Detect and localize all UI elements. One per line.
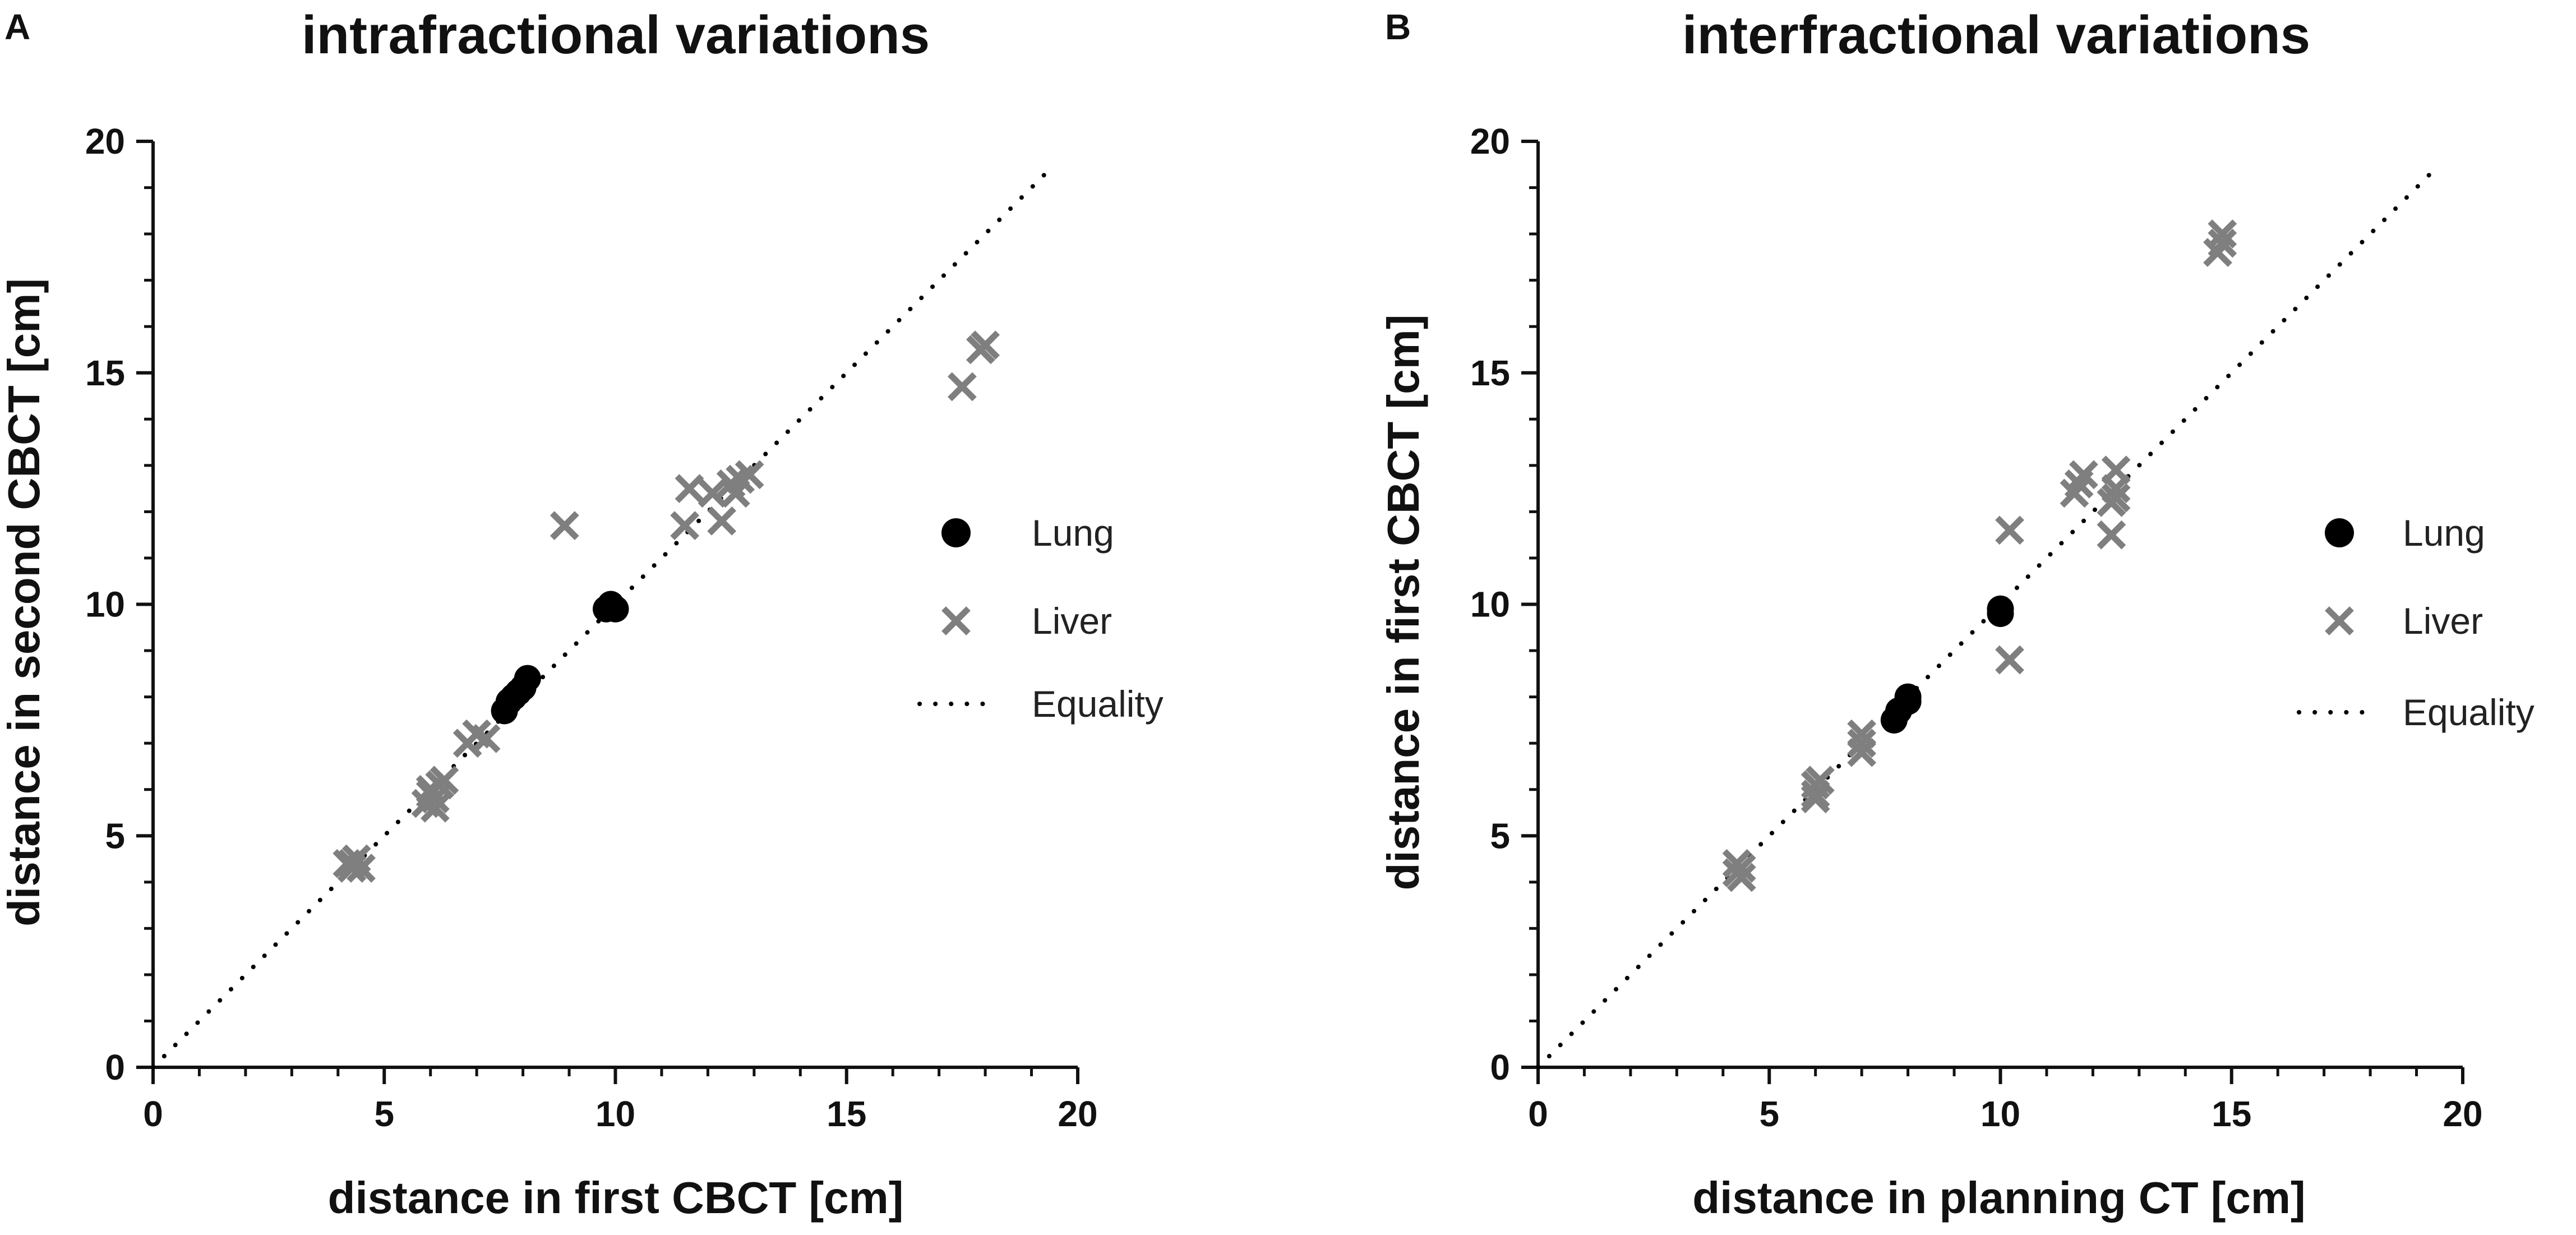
lung-point bbox=[514, 665, 541, 692]
plot-area: 00 5 5 10 10 15 15 20 20 bbox=[85, 121, 1098, 1134]
panel-label: B bbox=[1385, 7, 1411, 47]
liver-point bbox=[1801, 784, 1830, 814]
x-tick-label: 15 bbox=[827, 1094, 866, 1134]
legend-label-lung: Lung bbox=[2403, 512, 2485, 554]
y-tick-label: 10 bbox=[85, 584, 125, 625]
liver-point bbox=[1726, 863, 1756, 892]
legend-lung-marker bbox=[2325, 518, 2354, 547]
panel-title: interfractional variations bbox=[1682, 5, 2310, 65]
liver-point bbox=[421, 793, 450, 823]
liver-point bbox=[735, 460, 764, 490]
liver-point bbox=[2208, 228, 2237, 258]
x-tick-label: 20 bbox=[1058, 1094, 1097, 1134]
panel-title: intrafractional variations bbox=[302, 5, 930, 65]
legend: Lung Liver Equality bbox=[917, 512, 1164, 725]
liver-point bbox=[1995, 515, 2024, 545]
liver-point bbox=[2101, 483, 2131, 513]
legend-lung-marker bbox=[941, 518, 971, 547]
liver-point bbox=[2101, 455, 2131, 485]
y-axis-title: distance in first CBCT [cm] bbox=[1378, 315, 1428, 891]
liver-point bbox=[550, 511, 579, 541]
lung-point bbox=[602, 595, 629, 623]
x-tick-label: 5 bbox=[1759, 1094, 1779, 1134]
y-tick-label: 20 bbox=[85, 121, 125, 162]
x-tick-label: 10 bbox=[595, 1094, 635, 1134]
liver-point bbox=[670, 511, 700, 541]
plot-area: 00 5 5 10 10 15 15 20 20 bbox=[1470, 121, 2483, 1134]
panel-label: A bbox=[4, 7, 30, 47]
liver-point bbox=[1847, 719, 1877, 749]
x-axis-title: distance in planning CT [cm] bbox=[1692, 1173, 2305, 1223]
legend-label-lung: Lung bbox=[1032, 512, 1114, 554]
y-axis-title: distance in second CBCT [cm] bbox=[0, 278, 49, 927]
y-tick-label: 10 bbox=[1470, 584, 1510, 625]
legend-liver-marker bbox=[941, 606, 971, 635]
x-tick-label: 0 bbox=[143, 1094, 163, 1134]
liver-point bbox=[430, 766, 459, 795]
liver-point bbox=[2069, 460, 2098, 490]
y-tick-label: 20 bbox=[1470, 121, 1510, 162]
liver-point bbox=[2097, 520, 2126, 550]
y-tick-label: 5 bbox=[105, 815, 125, 856]
lung-point bbox=[1894, 683, 1922, 711]
liver-point bbox=[707, 506, 737, 536]
x-tick-label: 0 bbox=[1528, 1094, 1548, 1134]
x-tick-label: 5 bbox=[374, 1094, 394, 1134]
y-tick-label: 5 bbox=[1490, 815, 1510, 856]
x-tick-label: 15 bbox=[2212, 1094, 2251, 1134]
liver-point bbox=[1847, 729, 1877, 758]
liver-point bbox=[1995, 645, 2024, 675]
legend-liver-marker bbox=[2325, 606, 2354, 635]
panel-b: B interfractional variations 00 5 5 10 10 15 1… bbox=[1378, 5, 2535, 1223]
y-tick-label: 15 bbox=[85, 353, 125, 393]
legend-label-equality: Equality bbox=[1032, 683, 1164, 725]
legend-label-liver: Liver bbox=[2403, 600, 2483, 642]
liver-point bbox=[971, 330, 1000, 360]
liver-point bbox=[2208, 219, 2237, 248]
liver-point bbox=[471, 724, 501, 753]
x-tick-label: 10 bbox=[1981, 1094, 2020, 1134]
y-tick-label: 0 bbox=[1490, 1047, 1510, 1087]
lung-point bbox=[1987, 595, 2014, 623]
panel-a: A intrafractional variations 00 5 5 10 10 15 1… bbox=[0, 5, 1164, 1223]
liver-point bbox=[947, 372, 977, 402]
liver-point bbox=[675, 474, 704, 504]
liver-point bbox=[698, 478, 727, 508]
legend: Lung Liver Equality bbox=[2297, 512, 2535, 733]
legend-label-liver: Liver bbox=[1032, 600, 1112, 642]
y-tick-label: 15 bbox=[1470, 353, 1510, 393]
y-tick-label: 0 bbox=[105, 1047, 125, 1087]
legend-label-equality: Equality bbox=[2403, 692, 2535, 733]
liver-point bbox=[337, 849, 367, 878]
x-axis-title: distance in first CBCT [cm] bbox=[328, 1173, 904, 1223]
x-tick-label: 20 bbox=[2443, 1094, 2482, 1134]
